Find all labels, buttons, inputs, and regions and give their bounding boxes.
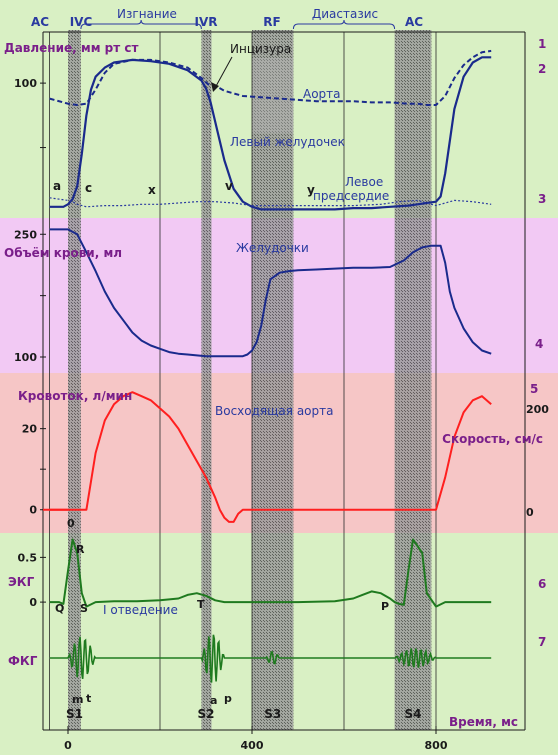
heart-sound-label-1: S1 xyxy=(66,707,83,721)
phase-label-diastasis: Диастазис xyxy=(312,7,378,21)
ascending-aorta-label: Восходящая аорта xyxy=(215,404,333,418)
x-tick-label: 800 xyxy=(425,739,448,752)
heart-sound-label-2: S2 xyxy=(198,707,215,721)
curves xyxy=(43,49,492,683)
pcg-line xyxy=(49,634,492,683)
band-ivc xyxy=(68,30,81,730)
flow-right-tick-0: 0 xyxy=(526,506,534,519)
wave-label-v: v xyxy=(225,179,233,193)
curve-number-7: 7 xyxy=(538,635,546,649)
ecg-s-label: S xyxy=(80,602,88,615)
x-axis-title: Время, мс xyxy=(449,715,518,729)
y-tick-label: 0 xyxy=(29,504,37,517)
y-tick-label: 100 xyxy=(14,351,37,364)
curve-number-1: 1 xyxy=(538,37,546,51)
flow-right-tick-200: 200 xyxy=(526,403,549,416)
la-label-line2: предсердие xyxy=(313,189,389,203)
ecg-line xyxy=(49,538,492,608)
ecg-t-label: T xyxy=(197,598,205,611)
x-tick-label: 400 xyxy=(241,739,264,752)
curve-number-5: 5 xyxy=(530,382,538,396)
curve-number-3: 3 xyxy=(538,192,546,206)
incisura-arrowhead xyxy=(211,82,219,92)
aortic-flow-line xyxy=(49,391,492,523)
heart-sound-label-4: S4 xyxy=(405,707,422,721)
phase-braces xyxy=(80,19,396,30)
flow-title: Кровоток, л/мин xyxy=(18,389,132,403)
pressure-title: Давление, мм рт ст xyxy=(4,41,139,55)
phase-label-rf: RF xyxy=(263,15,280,29)
wave-label-a: a xyxy=(53,179,61,193)
ecg-lead-label: I отведение xyxy=(103,603,178,617)
y-tick-label: 0 xyxy=(29,596,37,609)
heart-sound-label-3: S3 xyxy=(264,707,281,721)
pcg-a-label: a xyxy=(210,694,217,707)
curve-number-4: 4 xyxy=(535,337,543,351)
wave-label-y: y xyxy=(307,183,315,197)
incisura-arrow xyxy=(214,56,233,89)
pcg-title: ФКГ xyxy=(8,654,38,668)
lv-pressure-line xyxy=(49,56,492,211)
phase-label-ivr: IVR xyxy=(195,15,218,29)
ecg-r-label: R xyxy=(76,543,85,556)
y-tick-label: 0.5 xyxy=(18,551,38,564)
x-tick-label: 0 xyxy=(64,739,72,752)
axes: 100 100 250 0 20 0 0.5 0 400 800 xyxy=(14,31,526,752)
la-label-line1: Левое xyxy=(345,175,383,189)
curve-number-6: 6 xyxy=(538,577,546,591)
diastasis-brace xyxy=(292,19,396,30)
lv-label: Левый желудочек xyxy=(230,135,345,149)
volume-title: Объём крови, мл xyxy=(4,246,122,260)
aorta-pressure-line xyxy=(49,49,492,106)
wave-label-c: c xyxy=(85,181,92,195)
ecg-title: ЭКГ xyxy=(8,575,35,589)
y-tick-label: 100 xyxy=(14,77,37,90)
phase-label-ac-2: AC xyxy=(405,15,423,29)
aorta-label: Аорта xyxy=(303,87,341,101)
phase-label-ejection: Изгнание xyxy=(117,7,177,21)
ventricles-label: Желудочки xyxy=(236,241,309,255)
y-tick-label: 20 xyxy=(22,423,38,436)
curve-number-2: 2 xyxy=(538,62,546,76)
band-ivr xyxy=(201,30,212,730)
band-rf xyxy=(252,30,294,730)
flow-right-axis-label: Скорость, см/с xyxy=(442,432,543,446)
pcg-m-label: m xyxy=(72,693,83,706)
pcg-p-label: p xyxy=(224,692,232,705)
flow-zero-label: 0 xyxy=(67,517,75,530)
ecg-q-label: Q xyxy=(55,602,64,615)
heart-sound-labels: S1 S2 S3 S4 xyxy=(66,707,422,721)
incisura-label: Инцизура xyxy=(230,42,291,56)
phase-label-ivc: IVC xyxy=(70,15,93,29)
ejection-brace xyxy=(80,19,202,30)
ventricular-volume-line xyxy=(49,228,492,358)
band-rf-highlight xyxy=(252,58,294,133)
band-ac xyxy=(394,30,432,730)
wave-label-x: x xyxy=(148,183,156,197)
la-pressure-line xyxy=(49,197,492,208)
phase-label-ac-1: AC xyxy=(31,15,49,29)
ecg-p-label: P xyxy=(381,600,389,613)
pcg-t-label: t xyxy=(86,692,91,705)
y-tick-label: 250 xyxy=(14,228,37,241)
vertical-gridlines xyxy=(49,32,437,730)
